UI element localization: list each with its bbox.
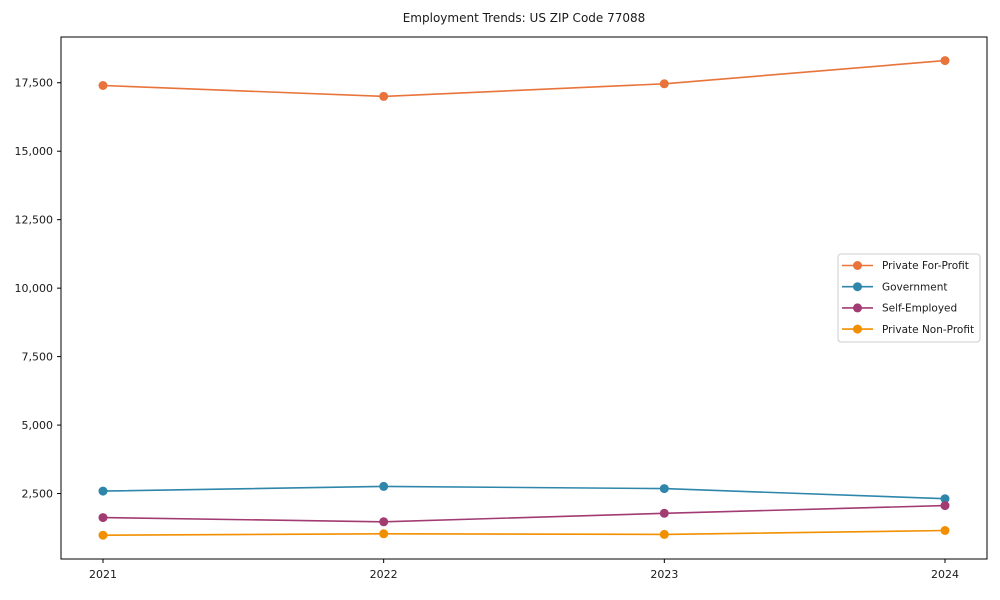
y-tick-label: 12,500 <box>15 213 54 226</box>
x-axis-ticks: 2021 2022 2023 2024 <box>89 559 959 581</box>
legend-label: Private Non-Profit <box>882 324 974 336</box>
y-tick-label: 2,500 <box>22 487 54 500</box>
legend-marker-icon <box>853 282 862 292</box>
y-tick-label: 7,500 <box>22 350 54 363</box>
y-tick-label: 15,000 <box>15 145 54 158</box>
data-point-government <box>379 481 389 491</box>
data-point-private-for-profit <box>940 56 950 66</box>
axes-spines <box>60 36 988 560</box>
x-tick-label: 2021 <box>89 568 117 581</box>
data-point-private-non-profit <box>98 530 108 540</box>
legend-label: Self-Employed <box>882 303 957 315</box>
legend-label: Government <box>882 281 947 293</box>
data-point-self-employed <box>379 517 389 527</box>
plot-area-border <box>60 36 988 560</box>
legend-box <box>837 253 981 343</box>
legend-marker-icon <box>853 261 862 270</box>
series-line-self-employed <box>102 504 946 523</box>
x-tick-label: 2023 <box>650 568 678 581</box>
series-private-for-profit <box>98 56 950 101</box>
y-tick-label: 5,000 <box>22 419 54 432</box>
data-point-private-non-profit <box>379 529 389 539</box>
y-tick-label: 10,000 <box>15 282 54 295</box>
data-point-self-employed <box>659 508 669 518</box>
series-self-employed <box>98 501 950 527</box>
legend-item-private-for-profit: Private For-Profit <box>842 260 969 272</box>
x-tick-label: 2024 <box>931 568 959 581</box>
data-point-private-for-profit <box>98 81 108 90</box>
data-point-self-employed <box>940 501 950 511</box>
data-point-private-for-profit <box>379 91 389 101</box>
legend-marker-icon <box>853 303 862 313</box>
series-government <box>98 481 950 504</box>
series-private-non-profit <box>98 526 950 540</box>
series-line-private-for-profit <box>102 59 946 98</box>
data-point-government <box>98 486 108 496</box>
series-line-government <box>102 485 946 500</box>
chart-legend: Private For-Profit Government Self-Employe… <box>837 253 981 343</box>
data-point-government <box>659 484 669 494</box>
data-point-government <box>940 494 950 504</box>
data-point-private-for-profit <box>659 79 669 89</box>
data-point-private-non-profit <box>940 526 950 535</box>
legend-item-self-employed: Self-Employed <box>842 303 957 315</box>
series-lines <box>98 56 950 540</box>
legend-item-private-non-profit: Private Non-Profit <box>842 324 974 336</box>
y-tick-label: 17,500 <box>15 77 54 90</box>
data-point-self-employed <box>98 513 108 523</box>
legend-marker-icon <box>853 324 862 334</box>
chart-title: Employment Trends: US ZIP Code 77088 <box>403 11 646 25</box>
y-axis-ticks: 2,500 5,000 7,500 10,000 12,500 15,000 17,500 <box>15 77 61 500</box>
x-tick-label: 2022 <box>370 568 398 581</box>
legend-label: Private For-Profit <box>882 260 969 272</box>
series-line-private-non-profit <box>102 529 946 537</box>
legend-item-government: Government <box>842 281 947 293</box>
data-point-private-non-profit <box>659 529 669 539</box>
